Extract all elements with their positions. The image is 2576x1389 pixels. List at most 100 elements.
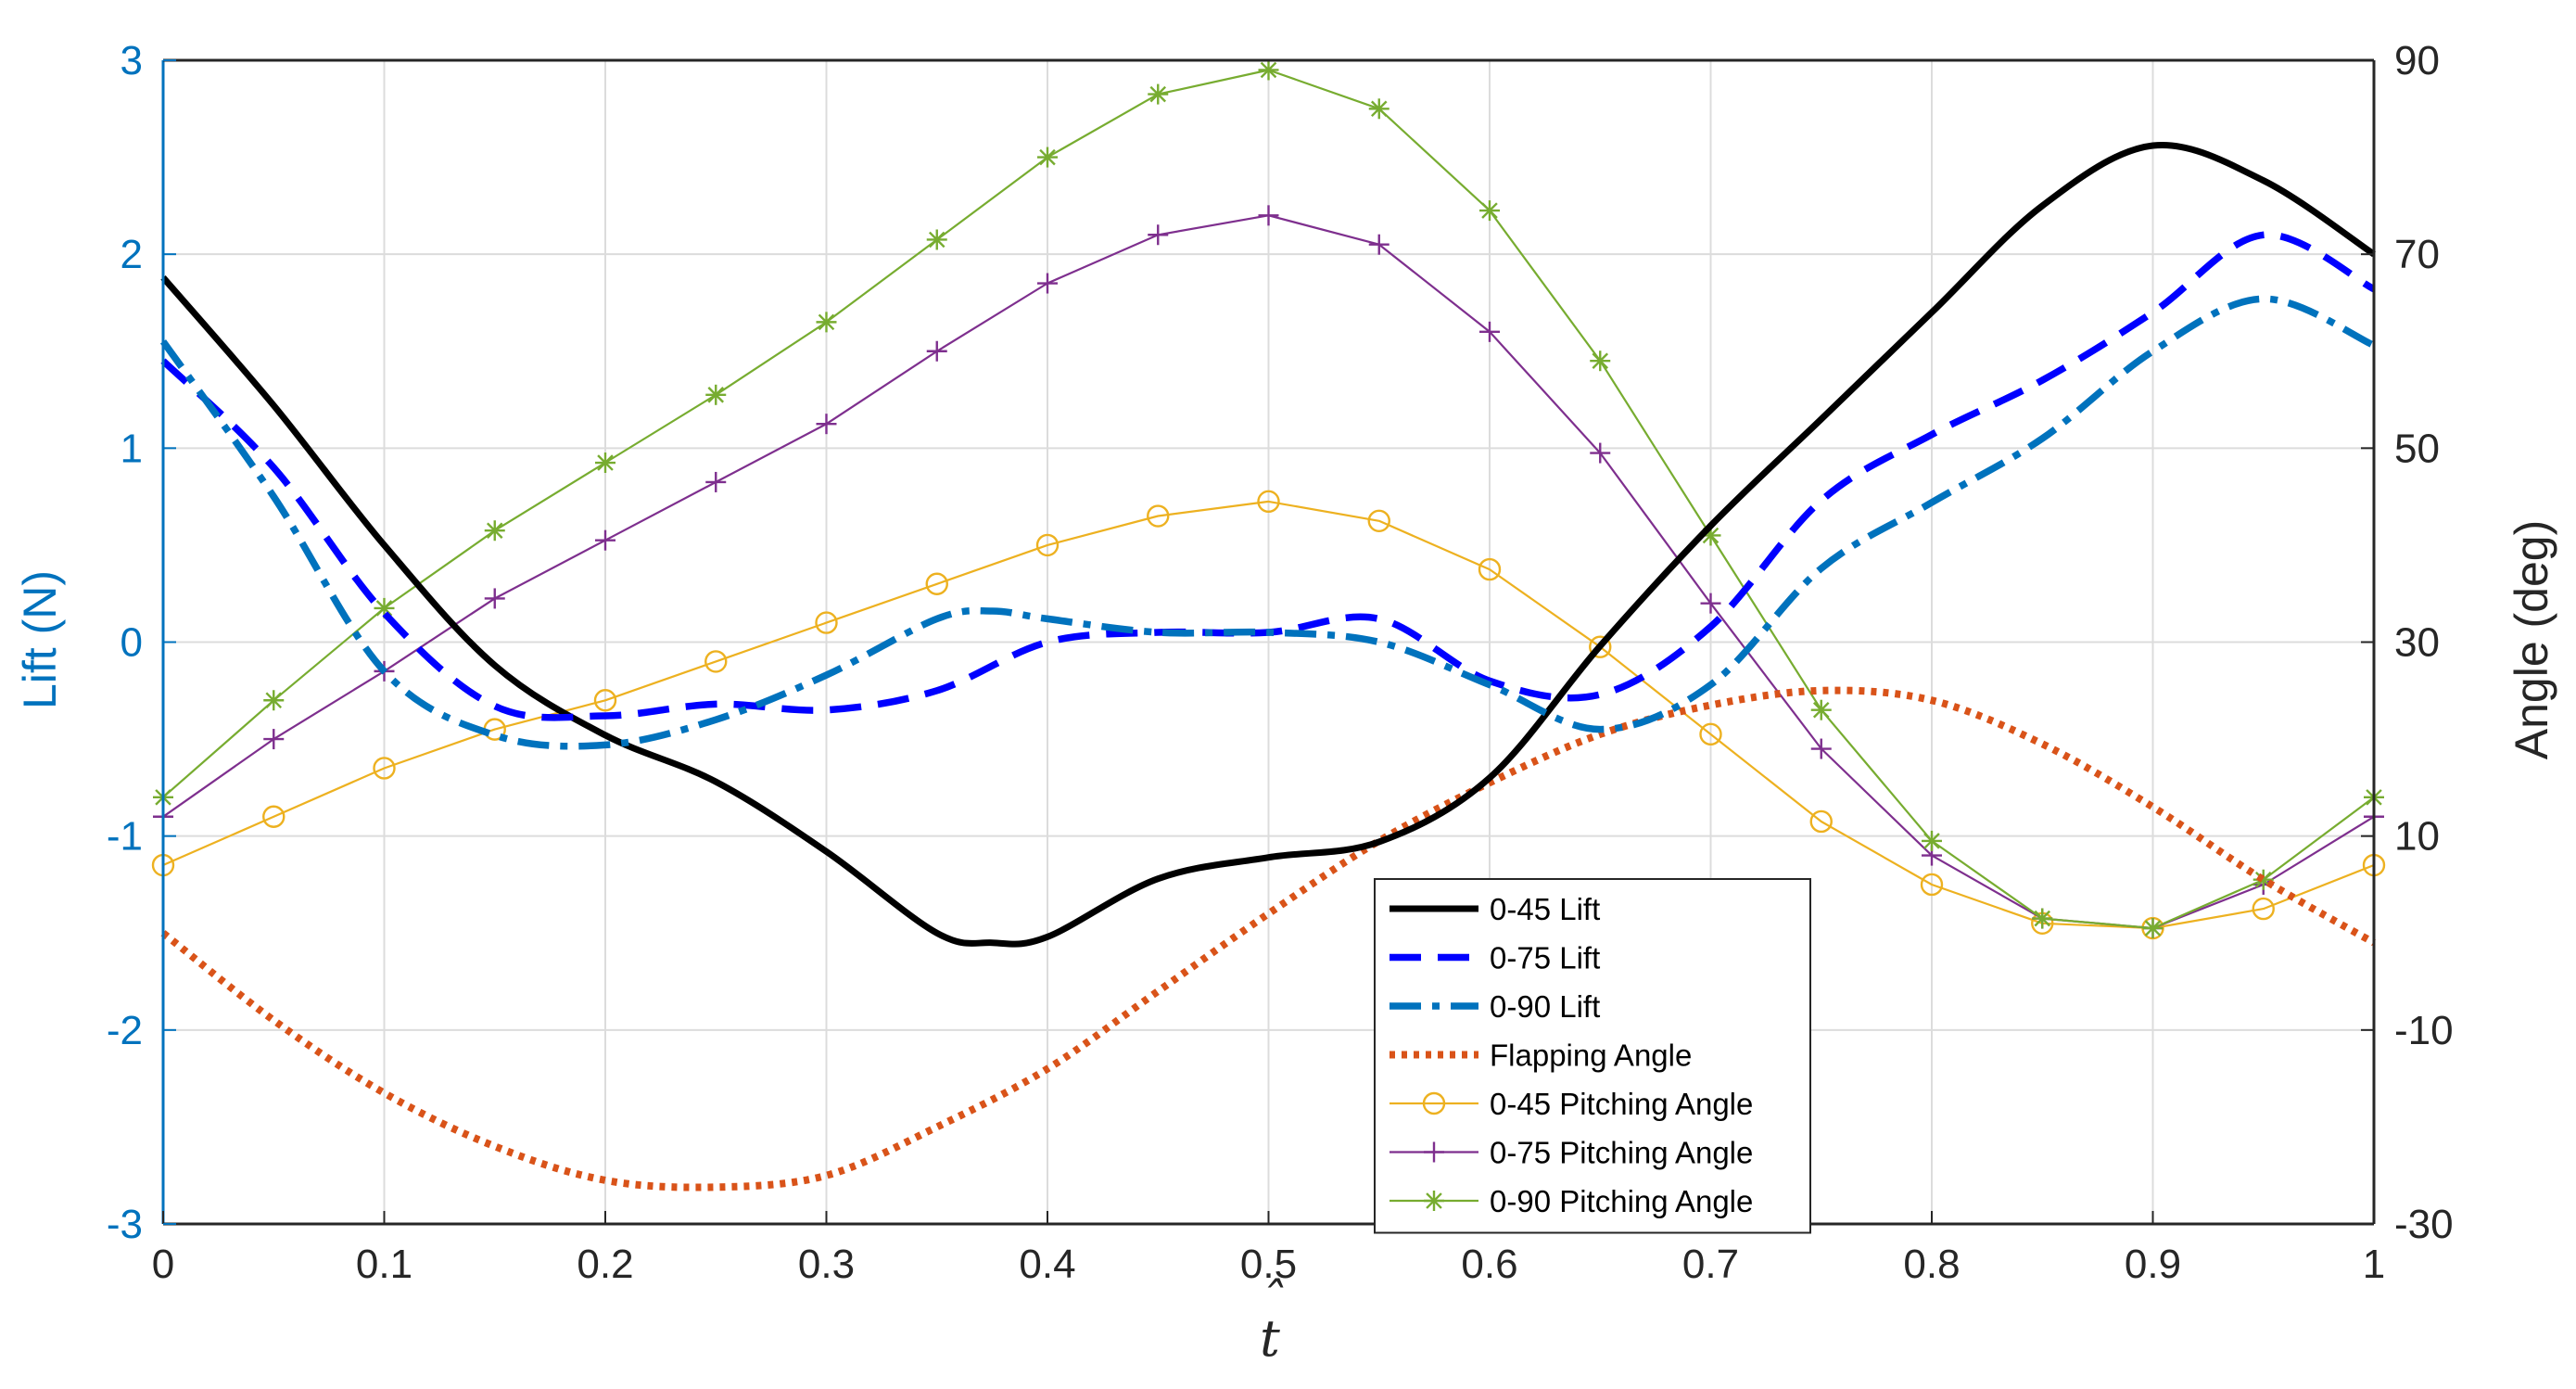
data-point-0-45-pitching-angle [1478,557,1502,581]
y-tick-label-right: 70 [2394,232,2440,277]
data-point-0-75-pitching-angle [1037,273,1058,294]
data-point-0-45-pitching-angle [1147,504,1170,528]
data-point-0-90-pitching-angle [1258,59,1279,81]
series-line-0-45-lift [160,141,2376,948]
y-tick-label-right: 50 [2394,426,2440,471]
x-tick-label: 0.5 [1240,1242,1297,1287]
y-tick-label-right: -30 [2394,1202,2454,1247]
x-tick-label: 0 [152,1242,174,1287]
legend-label: Flapping Angle [1490,1039,1692,1073]
data-point-0-90-pitching-angle [374,597,395,618]
data-point-0-75-pitching-angle [1700,593,1721,614]
data-point-0-45-pitching-angle [1920,873,1944,897]
data-point-0-45-pitching-angle [1809,809,1833,834]
y-tick-label-right: -10 [2394,1008,2454,1053]
legend-marker [1424,1191,1444,1211]
data-point-0-75-pitching-angle [1148,224,1169,246]
data-point-0-90-pitching-angle [1922,830,1942,851]
legend-item-0-90-lift: 0-90 Lift [1390,989,1600,1024]
legend-label: 0-75 Lift [1490,941,1600,975]
data-point-0-45-pitching-angle [2252,897,2275,921]
data-point-0-45-pitching-angle [1257,490,1280,514]
data-point-0-75-pitching-angle [1810,738,1832,759]
x-tick-label: 0.7 [1682,1242,1739,1287]
y-tick-label-left: 1 [121,426,143,471]
x-tick-label: 0.8 [1903,1242,1960,1287]
data-point-0-75-pitching-angle [1368,234,1390,255]
data-point-0-75-pitching-angle [595,529,615,551]
data-point-0-90-pitching-angle [484,520,505,542]
series-flapping-angle [160,686,2376,1191]
data-point-0-75-pitching-angle [705,471,727,492]
y-tick-label-left: 3 [121,38,143,83]
data-point-0-90-pitching-angle [1037,147,1058,168]
y-axis-label-right: Angle (deg) [2506,520,2557,760]
data-point-0-45-pitching-angle [262,805,286,828]
x-axis-label: t [1260,1309,1280,1368]
x-tick-label: 0.9 [2125,1242,2181,1287]
data-point-0-90-pitching-angle [1368,98,1390,120]
data-point-0-90-pitching-angle [1479,200,1500,222]
series-line-0-90-lift [159,295,2376,750]
data-point-0-45-pitching-angle [1367,509,1390,532]
data-point-0-45-pitching-angle [925,572,948,595]
series-line-0-45-pitching-angle [162,500,2375,930]
legend-label: 0-75 Pitching Angle [1490,1136,1753,1170]
y-tick-label-left: -2 [107,1008,143,1053]
data-point-0-90-pitching-angle [705,384,727,405]
data-point-0-90-pitching-angle [595,452,615,474]
data-point-0-45-pitching-angle [373,757,396,780]
y-tick-label-right: 30 [2394,620,2440,666]
data-point-0-45-pitching-angle [1035,533,1060,557]
data-point-0-45-pitching-angle [1589,635,1612,658]
data-point-0-75-pitching-angle [1258,205,1279,226]
series-0-90-pitching-angle [153,59,2384,939]
x-tick-label: 0.3 [798,1242,855,1287]
data-point-0-90-pitching-angle [263,690,285,711]
legend: 0-45 Lift 0-75 Lift 0-90 Lift Flapping Angl… [1374,878,1811,1234]
y-tick-label-left: 2 [121,232,143,277]
y-tick-label-right: 90 [2394,38,2440,83]
legend-marker [1424,1141,1444,1163]
data-point-0-90-pitching-angle [1148,83,1169,105]
series-line-flapping-angle [160,686,2376,1191]
legend-label: 0-45 Lift [1490,892,1600,926]
legend-item-flapping-angle: Flapping Angle [1390,1039,1692,1073]
data-point-0-45-pitching-angle [704,650,728,673]
y-tick-label-right: 10 [2394,814,2440,860]
y-tick-label-left: 0 [121,620,143,666]
legend-item-0-75-pitching-angle: 0-75 Pitching Angle [1390,1136,1753,1170]
legend-item-0-45-lift: 0-45 Lift [1390,892,1600,926]
x-tick-label: 1 [2363,1242,2385,1287]
data-point-0-90-pitching-angle [1810,699,1832,720]
data-point-0-90-pitching-angle [2142,918,2164,939]
data-point-0-75-pitching-angle [1479,321,1500,342]
x-tick-label: 0.4 [1019,1242,1075,1287]
data-point-0-75-pitching-angle [816,414,837,435]
y-axis-label-left: Lift (N) [14,570,66,709]
x-tick-label: 0.2 [577,1242,633,1287]
y-tick-label-left: -3 [107,1202,143,1247]
legend-item-0-45-pitching-angle: 0-45 Pitching Angle [1390,1087,1753,1121]
x-axis-label-hat: ˆ [1260,1272,1285,1331]
data-point-0-75-pitching-angle [926,340,947,362]
data-point-0-45-pitching-angle [593,689,617,712]
data-point-0-45-pitching-angle [1699,722,1722,746]
series-0-90-lift [159,295,2376,750]
series-0-45-lift [160,141,2376,948]
legend-item-0-90-pitching-angle: 0-90 Pitching Angle [1390,1184,1753,1218]
data-point-0-75-pitching-angle [1590,442,1611,464]
data-point-0-90-pitching-angle [816,312,837,333]
legend-label: 0-90 Pitching Angle [1490,1184,1753,1218]
y-tick-label-left: -1 [107,814,143,860]
x-tick-label: 0.6 [1461,1242,1517,1287]
data-point-0-75-pitching-angle [484,588,505,609]
legend-item-0-75-lift: 0-75 Lift [1390,941,1600,975]
data-point-0-75-pitching-angle [263,729,285,750]
legend-box [1374,878,1811,1234]
x-tick-label: 0.1 [356,1242,412,1287]
legend-label: 0-90 Lift [1490,989,1600,1024]
legend-label: 0-45 Pitching Angle [1490,1087,1753,1121]
